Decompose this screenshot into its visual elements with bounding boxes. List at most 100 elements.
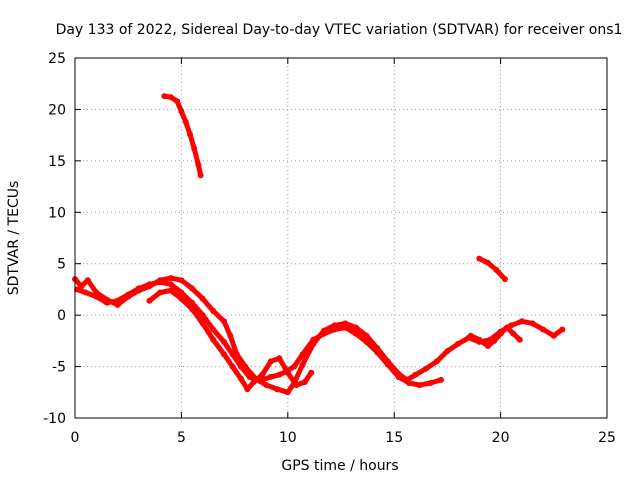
data-point (374, 349, 381, 356)
data-point (559, 326, 566, 333)
data-point (438, 376, 444, 383)
data-point (308, 369, 315, 376)
x-axis: 0 5 10 15 20 25 (71, 58, 616, 446)
data-series (72, 93, 566, 396)
x-tick-label: 20 (492, 430, 510, 446)
data-point (267, 358, 274, 365)
data-point (484, 343, 491, 349)
data-point (221, 318, 227, 325)
data-point (331, 326, 338, 333)
data-point (167, 287, 174, 294)
y-tick-label: 0 (57, 308, 66, 324)
data-point (189, 285, 195, 292)
x-tick-label: 5 (177, 430, 186, 446)
data-point (178, 295, 185, 302)
data-point (491, 337, 498, 344)
data-point (93, 293, 100, 300)
data-point (363, 338, 370, 345)
plot-frame (74, 57, 608, 419)
data-point (84, 277, 91, 284)
data-point (342, 320, 349, 327)
data-point (263, 382, 270, 389)
data-point (157, 289, 164, 296)
y-tick-label: 25 (48, 51, 66, 67)
series-track-4 (161, 93, 204, 178)
y-axis: -10 -5 0 5 10 15 20 25 (43, 51, 607, 427)
y-tick-label: 20 (48, 102, 66, 118)
data-point (195, 162, 202, 168)
data-point (189, 306, 195, 312)
y-tick-label: 10 (48, 205, 66, 221)
data-point (284, 369, 291, 376)
data-point (352, 324, 359, 331)
data-point (395, 373, 402, 380)
series-track-2 (74, 279, 444, 388)
data-point (146, 297, 153, 304)
data-point (423, 365, 430, 372)
data-point (244, 386, 251, 393)
data-point (291, 363, 298, 370)
x-tick-label: 0 (71, 430, 80, 446)
data-point (157, 279, 164, 286)
data-point (125, 291, 132, 298)
data-point (467, 332, 474, 339)
data-point (529, 320, 536, 327)
data-point (352, 330, 359, 337)
data-point (301, 379, 308, 385)
data-point (246, 373, 253, 380)
data-point (167, 94, 174, 101)
data-point (416, 382, 423, 389)
data-point (276, 355, 283, 362)
data-point (476, 336, 483, 343)
data-point (550, 332, 557, 339)
data-point (267, 373, 274, 380)
data-point (178, 108, 185, 115)
data-point (412, 371, 419, 378)
series-track-5 (476, 256, 508, 282)
data-point (197, 172, 204, 179)
x-tick-label: 25 (598, 430, 616, 446)
x-axis-label: GPS time / hours (281, 458, 398, 474)
data-point (427, 380, 434, 386)
data-point (238, 363, 244, 370)
data-point (199, 320, 206, 327)
data-point (493, 266, 500, 273)
data-point (191, 145, 198, 152)
data-point (274, 386, 281, 393)
data-point (455, 340, 461, 347)
data-point (178, 289, 185, 296)
data-point (444, 348, 451, 355)
grid (75, 58, 607, 418)
data-point (103, 299, 110, 306)
data-point (167, 275, 174, 282)
data-point (186, 131, 193, 138)
data-point (516, 336, 523, 343)
chart-title: Day 133 of 2022, Sidereal Day-to-day VTE… (56, 22, 623, 38)
data-point (284, 389, 291, 396)
data-point (114, 297, 121, 304)
data-point (342, 324, 349, 331)
data-point (384, 361, 391, 368)
data-point (310, 336, 317, 343)
data-point (167, 281, 174, 288)
x-tick-label: 10 (279, 430, 297, 446)
y-tick-label: -5 (52, 360, 66, 376)
data-point (510, 330, 517, 337)
x-tick-label: 15 (385, 430, 403, 446)
data-point (210, 308, 217, 314)
data-point (433, 358, 440, 365)
data-point (250, 379, 257, 385)
data-point (406, 380, 413, 386)
data-point (221, 338, 227, 345)
data-point (227, 332, 234, 339)
y-tick-label: 15 (48, 154, 66, 170)
data-point (299, 351, 306, 358)
y-tick-label: -10 (43, 411, 66, 427)
data-point (504, 324, 510, 331)
data-point (476, 255, 483, 262)
data-point (484, 259, 491, 266)
data-point (174, 98, 181, 105)
data-point (238, 375, 244, 382)
data-point (199, 312, 206, 319)
